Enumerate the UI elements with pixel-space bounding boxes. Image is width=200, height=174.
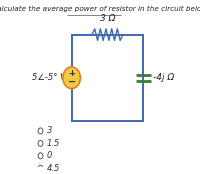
- Circle shape: [38, 153, 43, 159]
- Text: 1.5: 1.5: [47, 139, 60, 148]
- Text: 0: 0: [47, 151, 52, 160]
- Circle shape: [38, 140, 43, 146]
- Text: 3 Ω: 3 Ω: [100, 14, 115, 23]
- Text: +: +: [68, 69, 75, 78]
- Text: 3: 3: [47, 126, 52, 135]
- Circle shape: [38, 128, 43, 134]
- Circle shape: [38, 165, 43, 171]
- Text: 4.5: 4.5: [47, 164, 60, 173]
- Text: Calculate the average power of resistor in the circuit below.: Calculate the average power of resistor …: [0, 6, 200, 13]
- Text: −: −: [68, 77, 76, 87]
- Text: -4j Ω: -4j Ω: [153, 73, 174, 82]
- Circle shape: [63, 67, 80, 89]
- Text: 5∠-5° V: 5∠-5° V: [32, 73, 66, 82]
